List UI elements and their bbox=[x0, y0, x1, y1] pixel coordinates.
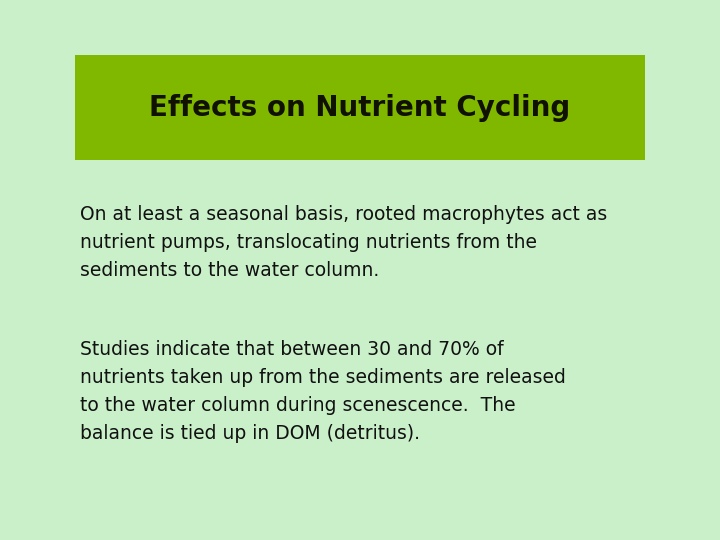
Text: Effects on Nutrient Cycling: Effects on Nutrient Cycling bbox=[149, 93, 571, 122]
Text: Studies indicate that between 30 and 70% of
nutrients taken up from the sediment: Studies indicate that between 30 and 70%… bbox=[80, 340, 566, 443]
Bar bbox=[75, 55, 645, 160]
Text: On at least a seasonal basis, rooted macrophytes act as
nutrient pumps, transloc: On at least a seasonal basis, rooted mac… bbox=[80, 205, 607, 280]
